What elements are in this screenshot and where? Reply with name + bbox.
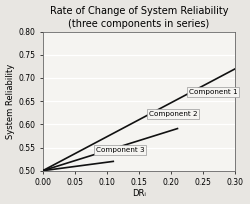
Text: Component 1: Component 1 (189, 89, 238, 95)
Y-axis label: System Reliability: System Reliability (6, 63, 15, 139)
Text: Component 2: Component 2 (148, 111, 197, 117)
Text: Component 3: Component 3 (96, 147, 144, 153)
Title: Rate of Change of System Reliability
(three components in series): Rate of Change of System Reliability (th… (50, 6, 228, 29)
X-axis label: DRᵢ: DRᵢ (132, 189, 146, 198)
